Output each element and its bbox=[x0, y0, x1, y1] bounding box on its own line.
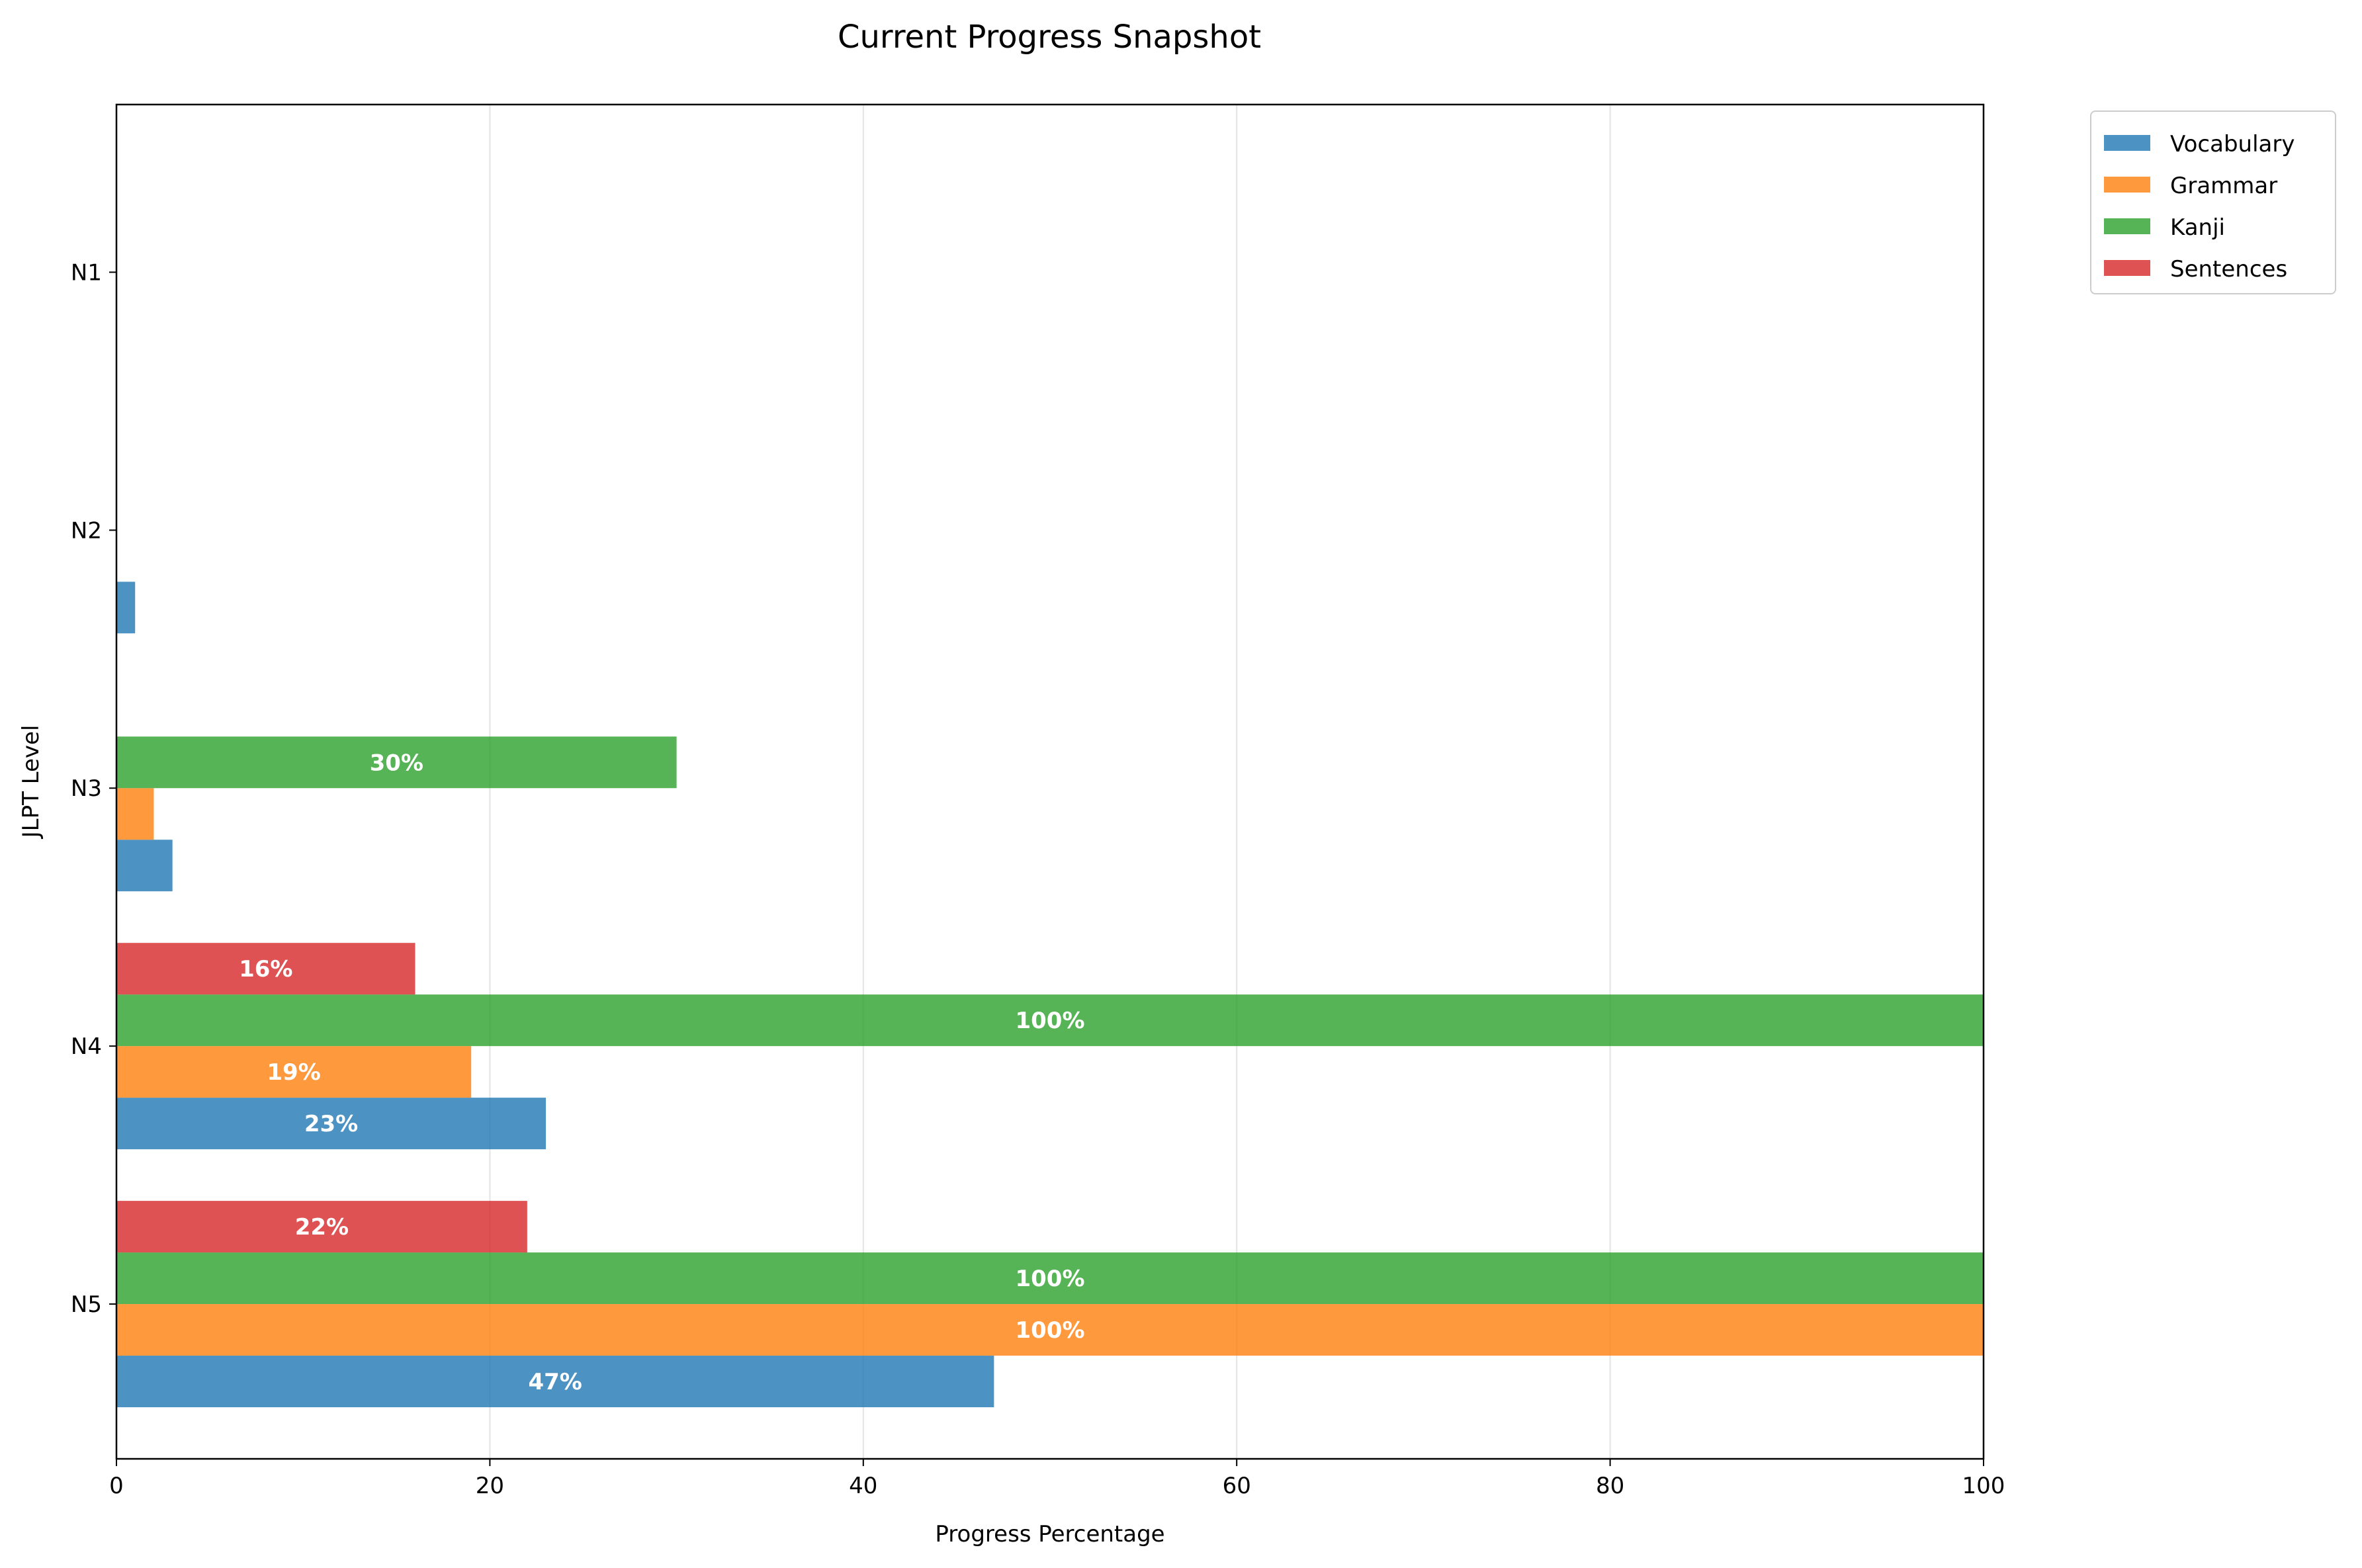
bar-value-label: 22% bbox=[295, 1214, 349, 1241]
legend-swatch bbox=[2104, 218, 2150, 234]
x-tick-label: 100 bbox=[1962, 1473, 2005, 1499]
bar-value-label: 100% bbox=[1015, 1266, 1084, 1292]
y-tick-label: N5 bbox=[71, 1291, 102, 1318]
bars bbox=[116, 582, 1984, 1408]
legend-swatch bbox=[2104, 260, 2150, 276]
bar-vocabulary-n2 bbox=[116, 582, 136, 634]
legend-frame bbox=[2090, 110, 2336, 294]
bar-value-labels: 47% 23% 100% 19% 100% 100% 30% 22% 16% bbox=[239, 750, 1084, 1395]
chart-title: Current Progress Snapshot bbox=[838, 19, 1261, 56]
legend-label: Kanji bbox=[2170, 214, 2225, 241]
y-tick-label: N1 bbox=[71, 259, 102, 286]
bar-value-label: 100% bbox=[1015, 1008, 1084, 1034]
legend-swatch bbox=[2104, 177, 2150, 193]
bar-value-label: 16% bbox=[239, 956, 292, 982]
bar-vocabulary-n3 bbox=[116, 840, 173, 892]
x-axis-label: Progress Percentage bbox=[935, 1521, 1164, 1547]
x-tick-label: 60 bbox=[1223, 1473, 1251, 1499]
legend: Vocabulary Grammar Kanji Sentences bbox=[2090, 110, 2336, 294]
bar-grammar-n3 bbox=[116, 788, 154, 840]
plot-area-frame bbox=[115, 103, 1985, 1460]
bar-grammar-n5 bbox=[116, 1304, 1984, 1356]
y-tick-label: N3 bbox=[71, 775, 102, 802]
bar-value-label: 19% bbox=[267, 1059, 320, 1086]
y-tick-label: N4 bbox=[71, 1033, 102, 1060]
x-tick-label: 40 bbox=[849, 1473, 877, 1499]
bar-vocabulary-n5 bbox=[116, 1356, 994, 1408]
bar-kanji-n5 bbox=[116, 1252, 1984, 1305]
x-axis-ticks: 0 20 40 60 80 100 bbox=[109, 1459, 2005, 1499]
bar-value-label: 30% bbox=[370, 750, 423, 776]
y-tick-label: N2 bbox=[71, 517, 102, 544]
x-tick-label: 0 bbox=[109, 1473, 124, 1499]
legend-label: Sentences bbox=[2170, 256, 2287, 283]
bar-vocabulary-n4 bbox=[116, 1098, 547, 1150]
bar-grammar-n4 bbox=[116, 1046, 472, 1098]
bar-value-label: 23% bbox=[304, 1111, 358, 1137]
legend-swatch bbox=[2104, 135, 2150, 151]
bar-value-label: 47% bbox=[528, 1369, 582, 1395]
x-tick-label: 20 bbox=[476, 1473, 504, 1499]
bar-kanji-n3 bbox=[116, 736, 677, 789]
bar-value-label: 100% bbox=[1015, 1317, 1084, 1344]
bar-sentences-n5 bbox=[116, 1201, 527, 1253]
y-axis-label: JLPT Level bbox=[18, 725, 44, 840]
y-axis-ticks: N5 N4 N3 N2 N1 bbox=[71, 259, 116, 1318]
legend-label: Vocabulary bbox=[2170, 131, 2295, 157]
legend-label: Grammar bbox=[2170, 173, 2277, 199]
x-tick-label: 80 bbox=[1596, 1473, 1624, 1499]
bar-sentences-n4 bbox=[116, 943, 416, 995]
bar-kanji-n4 bbox=[116, 994, 1984, 1047]
